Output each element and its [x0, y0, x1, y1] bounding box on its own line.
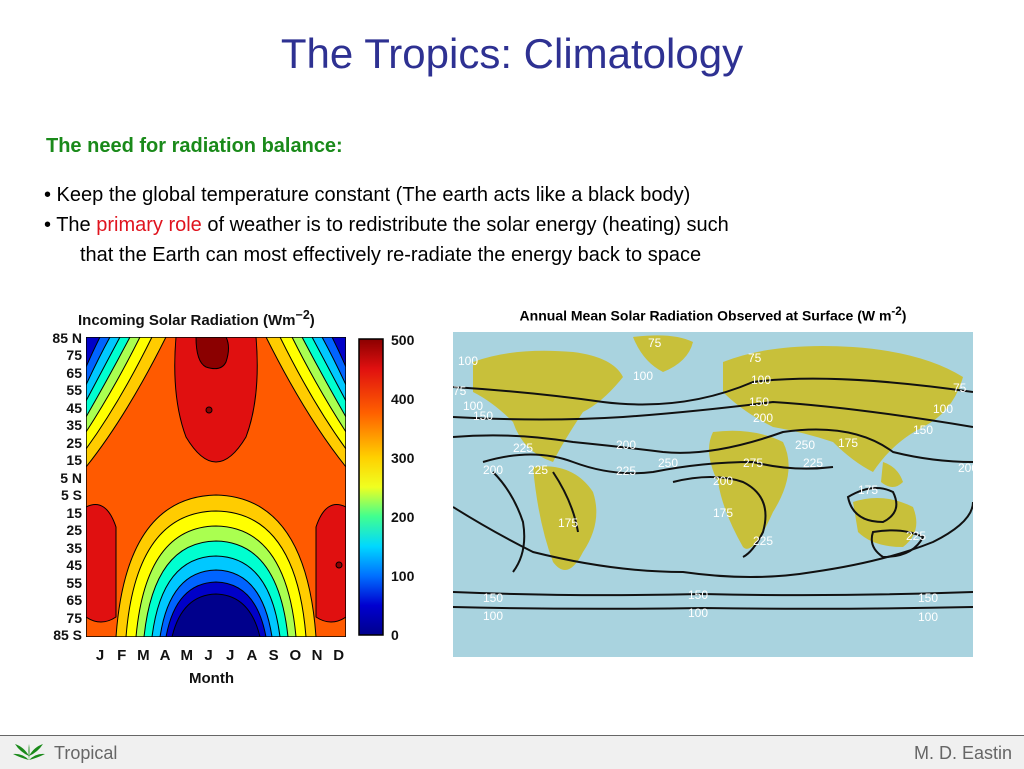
- latitude-label: 45: [66, 557, 82, 574]
- colorbar-tick-label: 400: [391, 391, 415, 407]
- bullet-list: • Keep the global temperature constant (…: [44, 180, 729, 270]
- contour-label: 150: [918, 591, 938, 605]
- colorbar-tick-label: 300: [391, 450, 415, 466]
- contour-label: 175: [858, 483, 878, 497]
- x-axis-title: Month: [189, 670, 234, 687]
- solar-radiation-contour-plot: [86, 337, 346, 637]
- contour-label: 150: [749, 395, 769, 409]
- latitude-label: 65: [66, 592, 82, 609]
- month-label: M: [137, 647, 150, 664]
- contour-label: 100: [688, 606, 708, 620]
- bullet-continuation: that the Earth can most effectively re-r…: [80, 244, 702, 266]
- slide-title: The Tropics: Climatology: [280, 30, 744, 77]
- contour-label: 275: [743, 456, 763, 470]
- contour-label: 100: [463, 399, 483, 413]
- latitude-label: 5 N: [60, 469, 82, 486]
- month-label: N: [311, 647, 323, 664]
- right-chart-title-end: ): [901, 307, 907, 324]
- latitude-label: 85 N: [52, 330, 82, 346]
- contour-label: 200: [958, 461, 973, 475]
- latitude-label: 15: [66, 452, 82, 469]
- contour-label: 150: [913, 423, 933, 437]
- colorbar: [358, 338, 384, 636]
- right-chart-title: Annual Mean Solar Radiation Observed at …: [453, 305, 973, 324]
- footer-right-text: M. D. Eastin: [913, 743, 1012, 763]
- latitude-label: 75: [66, 347, 82, 364]
- highlight-text: primary role: [96, 214, 202, 236]
- latitude-label: 65: [66, 364, 82, 381]
- contour-label: 100: [483, 609, 503, 623]
- contour-label: 100: [918, 610, 938, 624]
- latitude-label: 35: [66, 539, 82, 556]
- left-chart-title-end: ): [309, 312, 315, 329]
- contour-label: 225: [513, 441, 533, 455]
- month-label: J: [204, 647, 213, 664]
- right-chart-title-sup: -2: [891, 305, 902, 318]
- latitude-label: 35: [66, 417, 82, 434]
- contour-lines: [453, 377, 973, 610]
- colorbar-tick-label: 0: [391, 627, 399, 643]
- contour-label: 175: [838, 436, 858, 450]
- contour-label: 200: [713, 474, 733, 488]
- contour-label: 75: [453, 384, 467, 398]
- contour-label: 100: [458, 354, 478, 368]
- contour-label: 200: [616, 438, 636, 452]
- contour-label: 175: [713, 506, 733, 520]
- contour-label: 250: [795, 438, 815, 452]
- footer-bar: [0, 735, 1024, 769]
- latitude-label: 45: [66, 399, 82, 416]
- bullet-item: • The primary role of weather is to redi…: [44, 210, 729, 240]
- month-label: A: [159, 647, 171, 664]
- month-label: O: [289, 647, 302, 664]
- colorbar-tick-label: 200: [391, 509, 415, 525]
- contour-label: 225: [906, 529, 926, 543]
- left-chart-title: Incoming Solar Radiation (Wm−2): [78, 308, 315, 329]
- bullet-item: • Keep the global temperature constant (…: [44, 184, 691, 206]
- latitude-label: 25: [66, 522, 82, 539]
- section-heading: The need for radiation balance:: [46, 135, 343, 157]
- contour-label: 225: [803, 456, 823, 470]
- contour-label: 150: [688, 588, 708, 602]
- colorbar-tick-label: 100: [391, 568, 415, 584]
- contour-label: 150: [473, 409, 493, 423]
- latitude-label: 15: [66, 504, 82, 521]
- month-label: J: [95, 647, 105, 664]
- month-label: F: [117, 647, 127, 664]
- bullet-text: of weather is to redistribute the solar …: [201, 214, 729, 236]
- month-label: M: [180, 647, 194, 664]
- latitude-label: 75: [66, 609, 82, 626]
- contour-label: 75: [748, 351, 762, 365]
- contour-label: 75: [648, 336, 662, 350]
- colorbar-tick-label: 500: [391, 332, 415, 348]
- footer-left-text: Tropical: [54, 743, 118, 763]
- contour-label: 200: [753, 411, 773, 425]
- contour-label: 225: [616, 464, 636, 478]
- plant-logo-icon: [13, 744, 45, 760]
- latitude-label: 55: [66, 382, 82, 399]
- month-label: A: [246, 647, 258, 664]
- contour-label: 175: [558, 516, 578, 530]
- right-chart-title-text: Annual Mean Solar Radiation Observed at …: [519, 307, 892, 324]
- contour-label: 150: [483, 591, 503, 605]
- month-label: J: [226, 647, 235, 664]
- latitude-label: 5 S: [60, 487, 82, 504]
- contour-label: 100: [633, 369, 653, 383]
- contour-label: 225: [753, 534, 773, 548]
- bullet-text: • The: [44, 214, 97, 236]
- month-label: S: [268, 647, 279, 664]
- contour-label: 75: [953, 381, 967, 395]
- left-chart-title-text: Incoming Solar Radiation (Wm: [78, 312, 296, 329]
- latitude-label: 55: [66, 574, 82, 591]
- contour-label: 200: [483, 463, 503, 477]
- latitude-label: 85 S: [53, 627, 82, 643]
- contour-label: 225: [528, 463, 548, 477]
- month-label: D: [333, 647, 345, 664]
- contour-label: 100: [751, 373, 771, 387]
- latitude-label: 25: [66, 434, 82, 451]
- contour-label: 250: [658, 456, 678, 470]
- contour-label: 100: [933, 402, 953, 416]
- left-chart-title-sup: −2: [295, 308, 310, 322]
